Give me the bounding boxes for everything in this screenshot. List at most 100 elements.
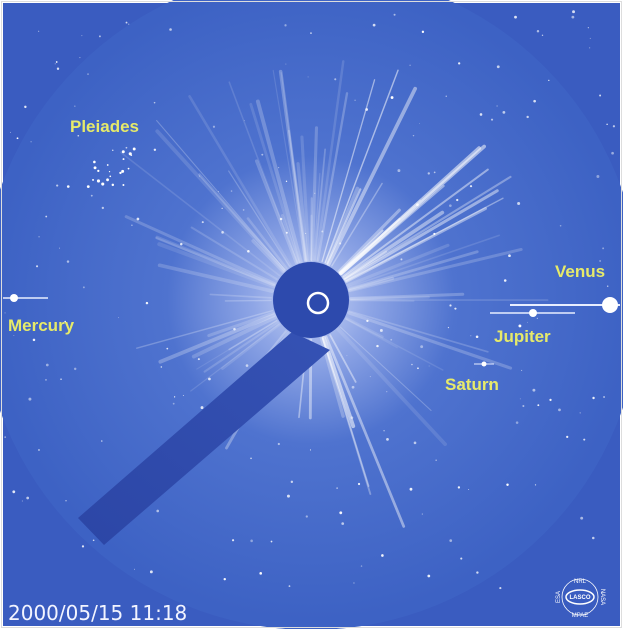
star [58, 247, 60, 249]
streamer [342, 210, 445, 280]
logo-right: NASA [599, 589, 605, 605]
streamer [326, 86, 418, 266]
star [583, 438, 586, 441]
occulter-disk [273, 262, 349, 338]
pleiades-star [93, 160, 96, 164]
streamer [324, 335, 406, 528]
pleiades-star [122, 184, 125, 186]
star [307, 76, 309, 78]
streamer [345, 318, 398, 349]
star [243, 119, 245, 121]
star [201, 221, 204, 224]
star [449, 539, 453, 542]
star [90, 194, 93, 197]
star [36, 265, 39, 268]
star [417, 367, 419, 370]
streamer [280, 72, 307, 261]
pleiades-star [108, 171, 111, 173]
star [447, 326, 450, 329]
star [92, 539, 95, 542]
star [82, 286, 85, 289]
star [470, 335, 472, 337]
star [131, 224, 133, 226]
star [537, 404, 540, 407]
streamer [278, 69, 308, 263]
pleiades-star [132, 147, 136, 151]
star [285, 231, 288, 234]
streamer [337, 208, 401, 274]
pleiades-star [130, 154, 133, 157]
streamer [343, 175, 512, 281]
star [409, 64, 411, 66]
star [32, 338, 36, 342]
star [160, 366, 163, 368]
streamer [191, 315, 277, 359]
star [118, 317, 120, 319]
star [30, 141, 32, 143]
star [587, 27, 589, 29]
star [400, 258, 403, 261]
streamer [345, 197, 504, 282]
streamer [156, 119, 286, 271]
pleiades-star [92, 178, 95, 181]
logo-top: NRL [574, 579, 587, 585]
star [250, 457, 252, 460]
streamer [339, 199, 421, 274]
star [341, 522, 345, 525]
star [558, 408, 561, 412]
star [533, 99, 536, 103]
star [458, 62, 461, 65]
streamer [190, 226, 278, 281]
star [589, 37, 591, 39]
streamer [155, 236, 275, 287]
star [305, 515, 308, 518]
star [459, 383, 462, 386]
star [26, 496, 30, 500]
star [24, 105, 27, 109]
star [599, 260, 601, 262]
streamer [345, 318, 444, 371]
star [522, 405, 525, 408]
star [223, 577, 226, 581]
star [182, 394, 184, 396]
pleiades-star [106, 178, 109, 182]
star [602, 247, 605, 250]
star [413, 441, 417, 445]
star [12, 490, 16, 494]
streamer [251, 239, 285, 274]
star [310, 32, 312, 35]
star [270, 540, 273, 543]
streamer [346, 243, 450, 287]
streamer [316, 92, 349, 262]
star [305, 232, 307, 234]
streamer [349, 299, 415, 302]
star [599, 94, 602, 97]
pleiades-star [101, 182, 105, 186]
star [277, 442, 280, 446]
star [45, 363, 49, 367]
star [4, 312, 6, 314]
label-venus: Venus [555, 262, 605, 281]
streamer [255, 159, 299, 265]
star [445, 95, 447, 97]
streamers [119, 60, 549, 528]
star [454, 307, 457, 310]
star [339, 242, 342, 245]
star [314, 192, 316, 194]
star [98, 35, 101, 38]
streamer [313, 148, 327, 262]
streamer [324, 186, 360, 265]
star [218, 190, 220, 192]
star [548, 79, 550, 82]
pleiades-star [106, 164, 109, 166]
star [409, 487, 413, 491]
star [38, 449, 40, 451]
star [21, 500, 23, 502]
star [489, 382, 492, 386]
star [199, 175, 201, 177]
star [536, 317, 538, 319]
star [457, 486, 461, 489]
star [169, 28, 172, 31]
